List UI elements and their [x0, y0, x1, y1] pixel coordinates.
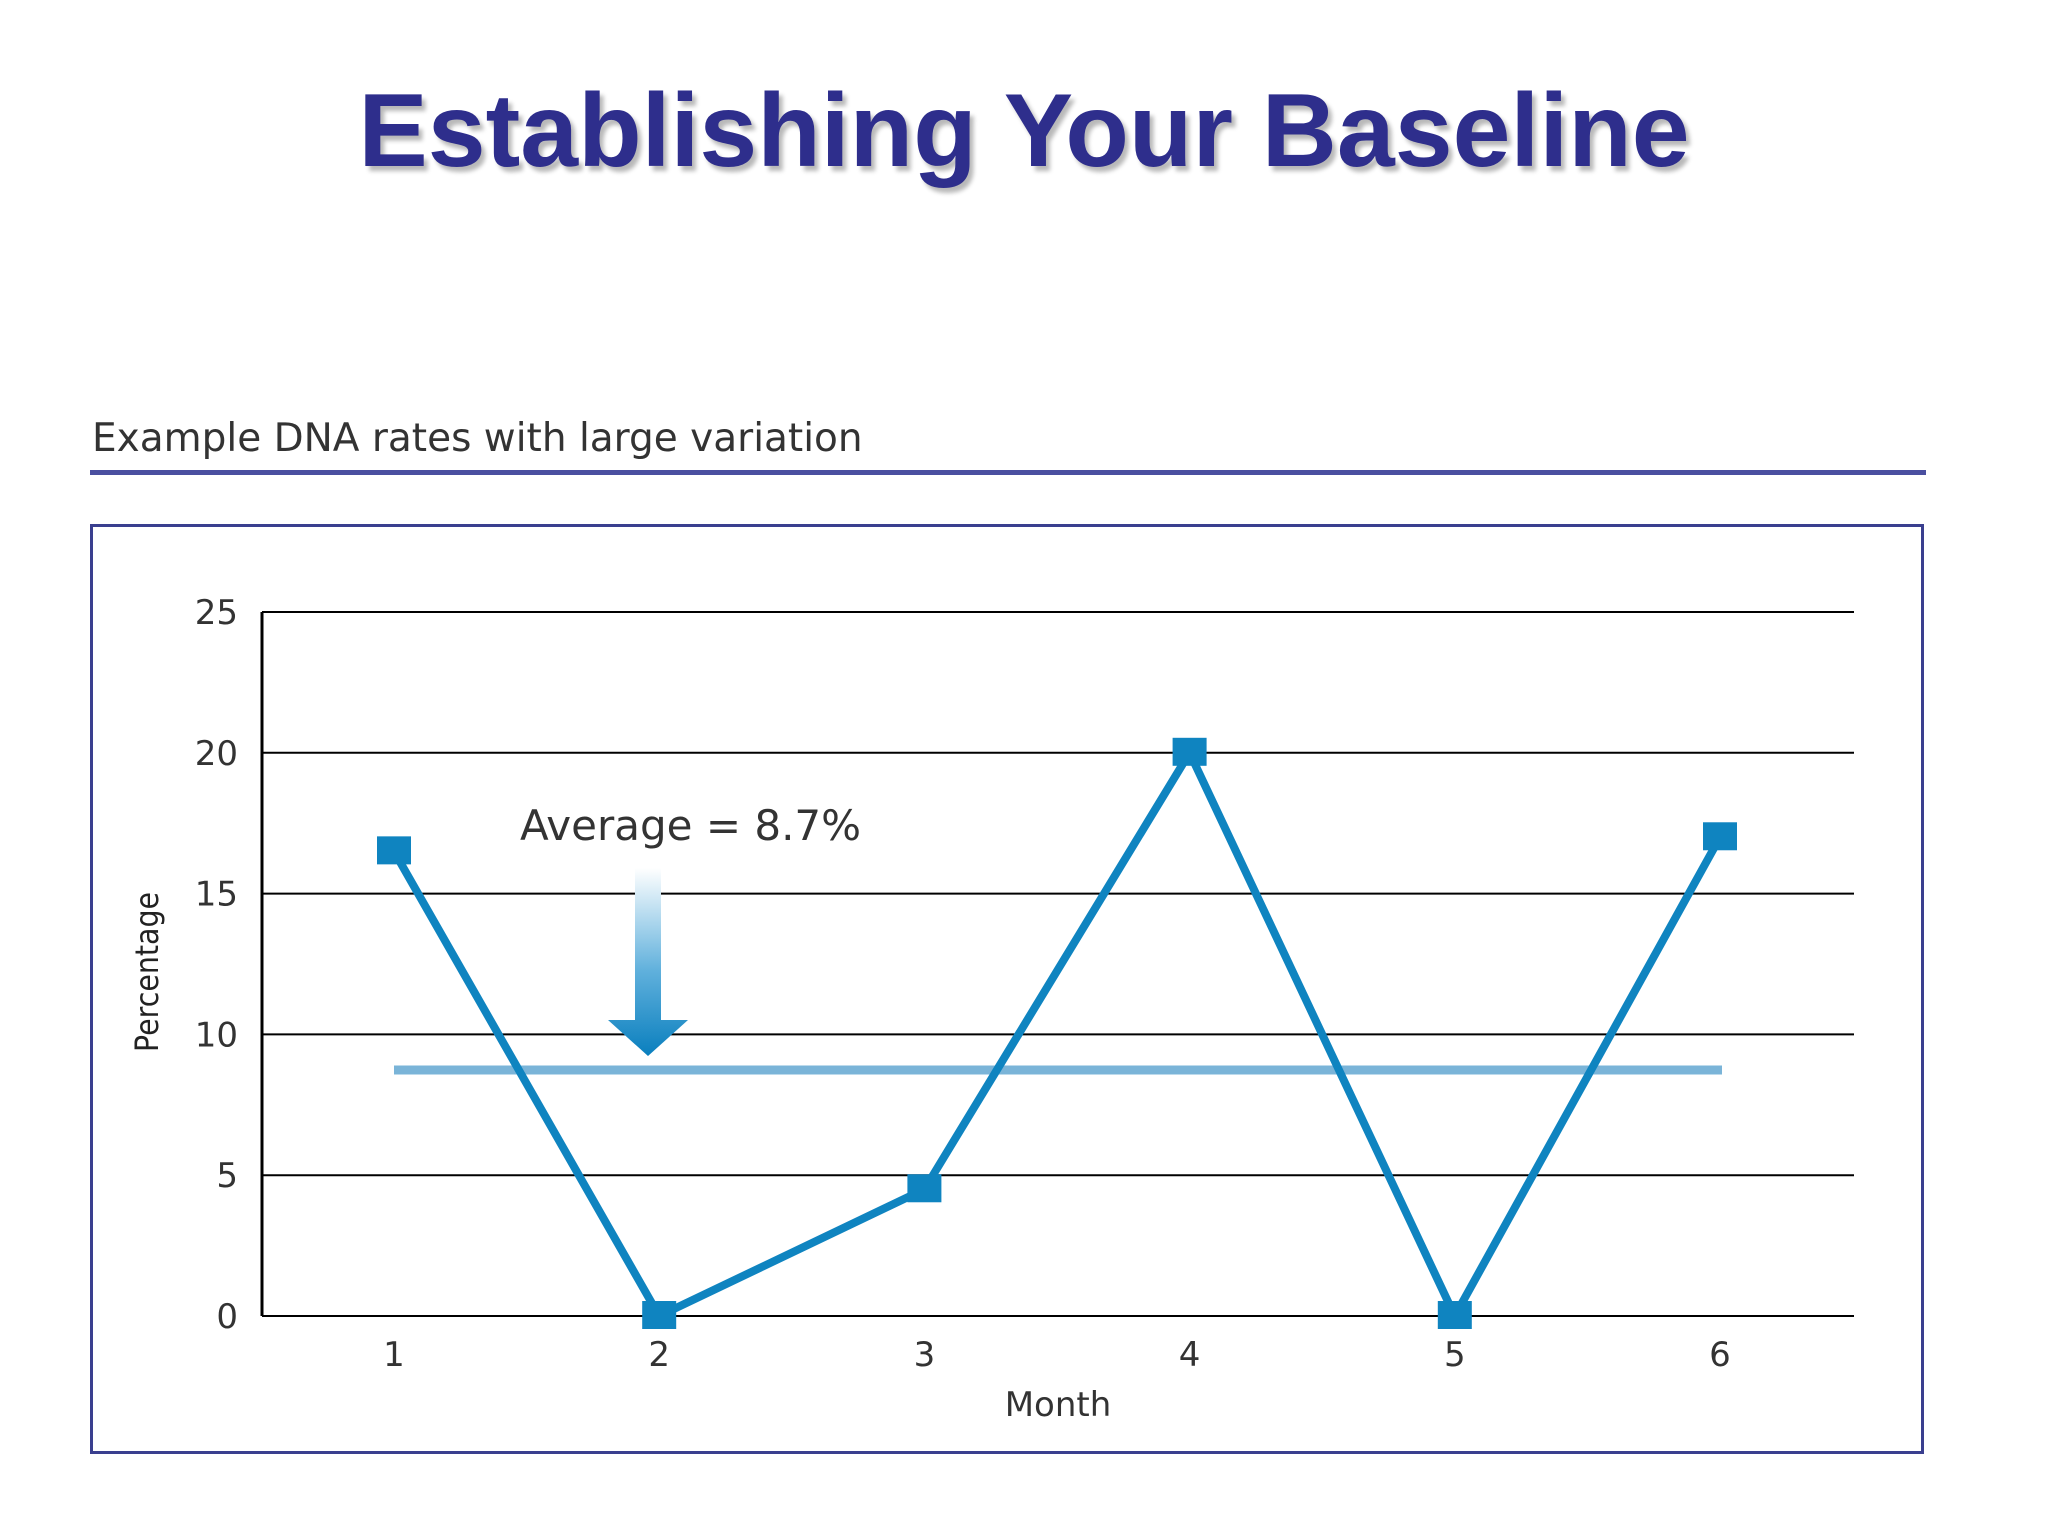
data-point-month-4: [1172, 737, 1207, 766]
y-tick-label: 15: [195, 875, 238, 915]
average-label: Average = 8.7%: [520, 801, 861, 850]
average-annotation: Average = 8.7%: [394, 801, 1722, 1075]
y-tick-label: 10: [195, 1015, 238, 1055]
y-tick-label: 0: [216, 1297, 238, 1337]
series-line: [390, 748, 1724, 1320]
grid-lines: [262, 611, 1854, 1317]
data-point-month-5: [1437, 1301, 1472, 1329]
y-tick-label: 20: [195, 734, 238, 774]
slide-title: Establishing Your Baseline: [358, 73, 1690, 189]
x-tick-label: 4: [1179, 1335, 1201, 1375]
average-arrow-icon: [608, 868, 688, 1057]
x-tick-label: 5: [1444, 1335, 1466, 1375]
data-point-month-1: [377, 836, 411, 865]
x-tick-label: 6: [1709, 1335, 1731, 1375]
y-axis-title: Percentage: [128, 892, 166, 1052]
y-tick-labels: 0 5 10 15 20 25: [195, 593, 238, 1337]
chart-heading: Example DNA rates with large variation: [92, 416, 863, 461]
x-axis-title: Month: [1005, 1385, 1112, 1425]
y-tick-label: 25: [195, 593, 238, 633]
x-tick-label: 3: [914, 1335, 936, 1375]
data-point-month-3: [907, 1174, 942, 1203]
series-percentage: [377, 737, 1737, 1329]
heading-divider: [90, 470, 1926, 475]
x-tick-label: 1: [383, 1335, 405, 1375]
x-tick-label: 2: [648, 1335, 670, 1375]
data-point-month-2: [642, 1301, 677, 1329]
data-point-month-6: [1703, 822, 1737, 851]
chart-frame: [90, 524, 1924, 1454]
y-tick-label: 5: [216, 1156, 238, 1196]
x-tick-labels: 1 2 3 4 5 6: [383, 1335, 1731, 1375]
